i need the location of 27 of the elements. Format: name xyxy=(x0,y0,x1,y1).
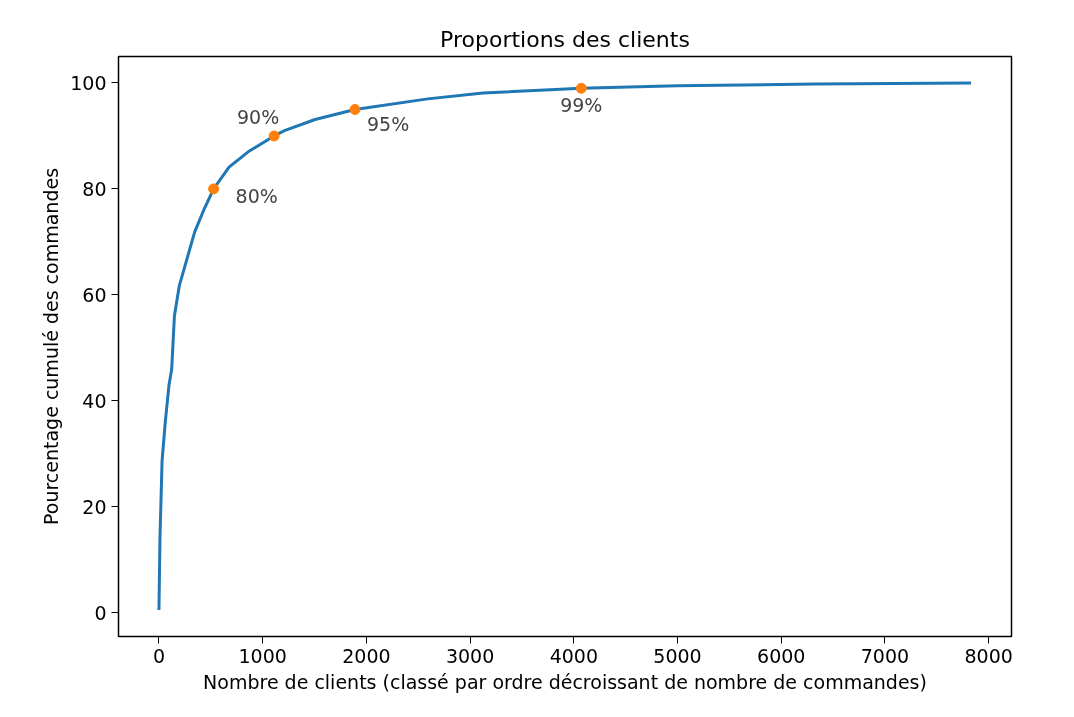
y-tick-label: 20 xyxy=(82,495,107,518)
point xyxy=(208,183,220,195)
y-tick-label: 80 xyxy=(82,177,107,200)
y-tick-label: 100 xyxy=(70,71,107,94)
x-tick-label: 5000 xyxy=(653,644,702,667)
y-axis-title: Pourcentage cumulé des commandes xyxy=(40,167,63,526)
annotation: 80% xyxy=(235,184,278,207)
x-tick-label: 2000 xyxy=(342,644,391,667)
x-tick-label: 4000 xyxy=(549,644,598,667)
y-tick-label: 0 xyxy=(94,601,107,624)
point xyxy=(349,103,361,115)
y-tick-label: 60 xyxy=(82,283,107,306)
chart-title: Proportions des clients xyxy=(440,26,690,52)
line-series xyxy=(157,81,973,612)
x-tick-label: 7000 xyxy=(860,644,910,667)
x-tick-label: 6000 xyxy=(757,644,806,667)
annotation: 99% xyxy=(560,94,603,117)
y-tick-label: 40 xyxy=(82,389,107,412)
point xyxy=(575,82,587,94)
annotation: 90% xyxy=(236,105,280,128)
x-tick-label: 1000 xyxy=(238,644,287,667)
x-tick-label: 3000 xyxy=(445,644,495,667)
annotation: 95% xyxy=(366,113,410,136)
x-tick-label: 0 xyxy=(152,644,165,667)
x-tick-label: 8000 xyxy=(964,644,1013,667)
x-axis-title: Nombre de clients (classé par ordre décroissant de nombre de commandes) xyxy=(203,670,927,693)
point xyxy=(268,130,280,142)
